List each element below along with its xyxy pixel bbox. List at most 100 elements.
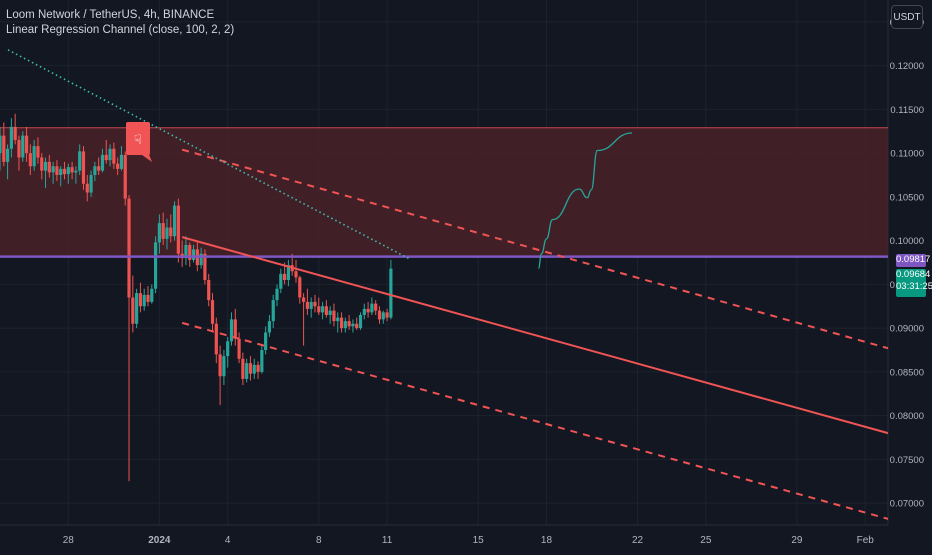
candle-body <box>358 315 363 329</box>
bar-countdown: 03:31:25 <box>896 281 932 292</box>
drawings-layer[interactable]: ☟ <box>0 49 889 520</box>
candle-body <box>176 205 180 254</box>
candle-body <box>256 364 260 372</box>
candle-body <box>339 317 344 329</box>
candle-body <box>279 273 283 289</box>
candle-body <box>203 253 207 280</box>
candle-body <box>2 135 6 162</box>
candle-body <box>328 310 332 315</box>
candle-body <box>28 153 32 167</box>
candle-body <box>301 297 306 302</box>
price-tick-label: 0.07000 <box>890 499 924 510</box>
candle-body <box>248 363 253 374</box>
candle-body <box>381 312 385 320</box>
candle-body <box>146 294 150 302</box>
candle-body <box>127 198 131 298</box>
currency-button[interactable]: USDT <box>891 5 923 29</box>
candle-body <box>260 350 264 372</box>
candle-body <box>294 271 298 278</box>
candle-body <box>59 168 63 175</box>
candle-body <box>66 167 70 175</box>
candles-layer <box>0 113 393 482</box>
chart-legend: Loom Network / TetherUS, 4h, BINANCE Lin… <box>6 8 234 38</box>
candle-body <box>237 338 241 359</box>
time-tick-label: 2024 <box>148 535 171 546</box>
candle-body <box>108 148 112 161</box>
sell-marker-pointer <box>142 152 152 162</box>
candle-body <box>40 157 44 171</box>
candle-body <box>97 166 101 171</box>
candle-body <box>24 135 29 154</box>
candle-body <box>51 166 55 173</box>
candle-body <box>286 265 291 280</box>
candle-body <box>313 301 317 307</box>
candle-body <box>62 168 67 175</box>
sell-marker[interactable]: ☟ <box>126 122 152 162</box>
candle-body <box>207 280 211 301</box>
candle-body <box>351 323 355 327</box>
candle-body <box>43 161 48 171</box>
candle-body <box>241 358 245 379</box>
candle-body <box>389 268 393 318</box>
candle-body <box>17 140 21 158</box>
indicator-title[interactable]: Linear Regression Channel (close, 100, 2… <box>6 24 235 36</box>
candle-body <box>157 223 161 243</box>
candle-body <box>161 223 165 239</box>
time-tick-label: 25 <box>700 535 712 546</box>
price-tick-label: 0.12000 <box>890 61 924 72</box>
last-price-value: 0.09684 <box>896 269 931 280</box>
candle-body <box>78 151 82 171</box>
time-tick-label: 29 <box>791 535 803 546</box>
price-tick-label: 0.11500 <box>890 105 924 116</box>
time-axis[interactable]: 28 2024 4 8 11 15 18 22 25 29 Feb <box>63 535 875 546</box>
regression-center-line[interactable] <box>181 236 889 435</box>
candle-body <box>267 321 272 333</box>
regression-lower-line[interactable] <box>181 321 889 520</box>
candle-body <box>188 245 192 260</box>
candle-body <box>153 242 158 289</box>
time-tick-label: 22 <box>632 535 644 546</box>
candle-body <box>100 154 105 171</box>
projection-path[interactable] <box>537 132 633 270</box>
candle-body <box>191 249 196 260</box>
symbol-title[interactable]: Loom Network / TetherUS, 4h, BINANCE <box>6 9 215 21</box>
candle-body <box>355 323 359 329</box>
candle-body <box>320 306 325 313</box>
regression-upper-line[interactable] <box>181 148 889 350</box>
candle-body <box>214 323 218 355</box>
candle-body <box>169 227 173 237</box>
candle-body <box>271 300 275 322</box>
candle-body <box>184 245 188 259</box>
candle-body <box>222 356 226 377</box>
candle-body <box>55 166 59 175</box>
candle-body <box>377 310 382 320</box>
pointing-down-hand-icon: ☟ <box>134 132 142 147</box>
candle-body <box>264 332 268 350</box>
price-tick-label: 0.07500 <box>890 455 924 466</box>
candle-body <box>366 308 370 313</box>
candle-body <box>123 154 127 199</box>
candle-body <box>70 167 74 173</box>
time-tick-label: 28 <box>63 535 75 546</box>
candle-body <box>172 205 177 237</box>
candle-body <box>275 288 279 301</box>
candle-body <box>47 161 51 173</box>
candle-body <box>32 146 36 167</box>
price-tick-label: 0.10000 <box>890 236 924 247</box>
candle-body <box>226 341 230 357</box>
candle-body <box>13 126 17 140</box>
candle-body <box>317 306 321 313</box>
candle-body <box>245 363 249 379</box>
candle-body <box>150 288 154 302</box>
candle-body <box>210 300 215 324</box>
candle-body <box>347 321 351 327</box>
candle-body <box>131 297 135 324</box>
candle-body <box>5 148 10 162</box>
candle-body <box>370 303 374 313</box>
candle-body <box>309 301 313 309</box>
candle-body <box>81 151 86 184</box>
candle-body <box>74 170 78 173</box>
candle-body <box>93 166 97 175</box>
